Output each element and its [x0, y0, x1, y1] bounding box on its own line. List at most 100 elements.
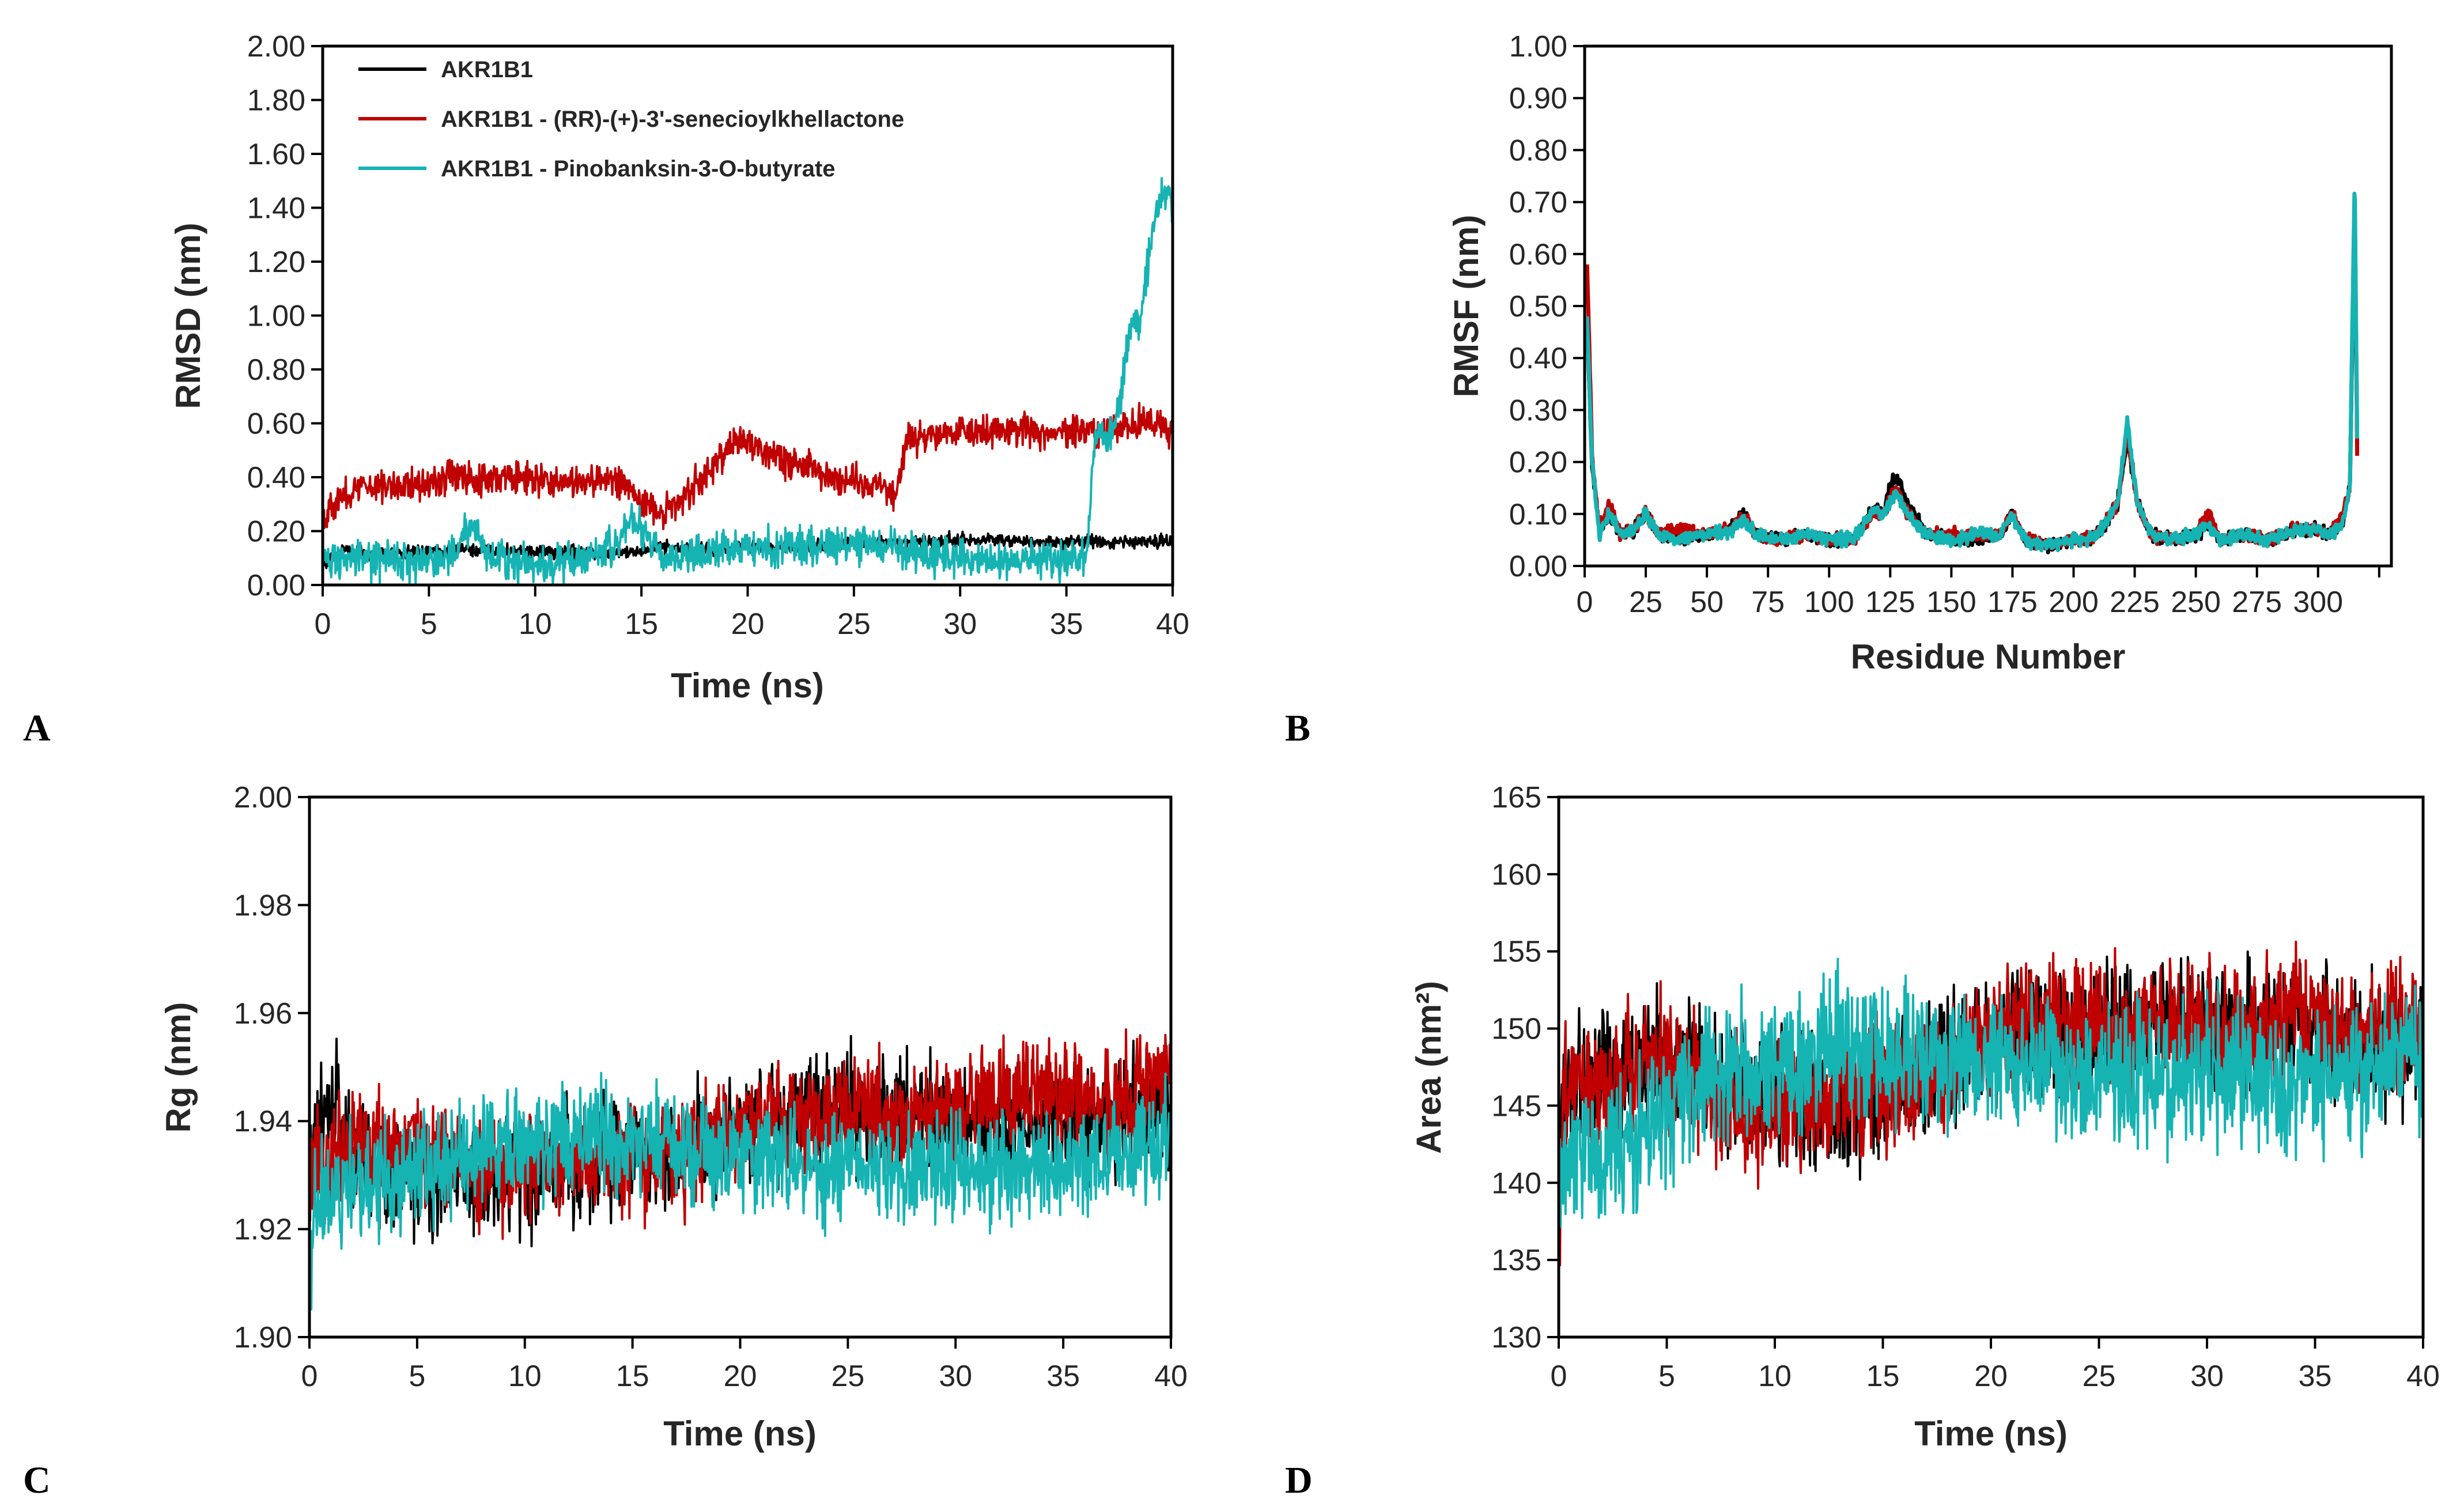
panel-d-series-layer	[1559, 941, 2423, 1267]
panel-b-y-axis-title: RMSF (nm)	[1447, 215, 1486, 398]
x-tick-label: 20	[1974, 1360, 2008, 1393]
x-tick-label: 175	[1987, 586, 2038, 619]
y-tick-label: 150	[1491, 1013, 1541, 1046]
y-tick-label: 0.40	[247, 461, 305, 494]
y-tick-label: 0.80	[1509, 134, 1567, 167]
x-tick-label: 40	[1154, 1360, 1188, 1393]
y-tick-label: 0.20	[1509, 446, 1567, 480]
x-tick-label: 125	[1865, 586, 1915, 619]
y-tick-label: 1.92	[234, 1213, 292, 1247]
y-tick-label: 130	[1491, 1321, 1541, 1354]
x-tick-label: 20	[724, 1360, 757, 1393]
panel-b-x-axis-title: Residue Number	[1851, 637, 2126, 676]
x-tick-label: 0	[1577, 586, 1593, 619]
x-tick-label: 0	[1551, 1360, 1567, 1393]
panel-c-x-axis-title: Time (ns)	[663, 1414, 817, 1453]
x-tick-label: 75	[1751, 586, 1785, 619]
y-tick-label: 0.30	[1509, 394, 1567, 427]
panel-b: 0.00 0.10 0.20 0.30 0.40 0.50 0.60 0.70 0.80 0.90…	[1285, 30, 2393, 749]
x-tick-label: 15	[625, 607, 658, 641]
series-line-senecioylkhellactone	[323, 402, 1173, 530]
panel-a-letter: A	[23, 707, 51, 749]
y-tick-label: 140	[1491, 1167, 1541, 1200]
x-tick-label: 150	[1926, 586, 1977, 619]
series-line-senecioylkhellactone	[1585, 212, 2360, 551]
x-tick-label: 35	[2299, 1360, 2332, 1393]
y-tick-label: 0.60	[247, 407, 305, 441]
y-tick-label: 1.00	[247, 300, 305, 333]
y-tick-label: 1.98	[234, 889, 292, 922]
y-tick-label: 1.94	[234, 1105, 292, 1138]
panel-d-x-axis-title: Time (ns)	[1914, 1414, 2068, 1453]
y-tick-label: 1.00	[1509, 30, 1567, 63]
x-tick-label: 100	[1804, 586, 1854, 619]
x-tick-label: 30	[939, 1360, 972, 1393]
panel-a-ticks: 0.00 0.20 0.40 0.60 0.80 1.00 1.20 1.40 1.60 1.80…	[247, 30, 1189, 641]
y-tick-label: 0.10	[1509, 498, 1567, 531]
panel-c-y-axis-title: Rg (nm)	[159, 1002, 198, 1133]
x-tick-label: 35	[1046, 1360, 1080, 1393]
x-tick-label: 0	[301, 1360, 318, 1393]
x-tick-label: 15	[1866, 1360, 1900, 1393]
x-tick-label: 40	[1156, 607, 1189, 641]
x-tick-label: 30	[2190, 1360, 2224, 1393]
x-tick-label: 20	[731, 607, 765, 641]
y-tick-label: 0.00	[1509, 550, 1567, 583]
y-tick-label: 0.50	[1509, 290, 1567, 323]
x-tick-label: 275	[2232, 586, 2282, 619]
panel-d-ticks: 130 135 140 145 150 155 160 165 0 5 10 15 20 25 30 35 40	[1491, 781, 2440, 1393]
series-line-pinobanksin	[309, 1071, 1171, 1327]
x-tick-label: 35	[1050, 607, 1083, 641]
panel-d: 130 135 140 145 150 155 160 165 0 5 10 15 20 25 30 35 40…	[1285, 781, 2440, 1501]
panel-a: 0.00 0.20 0.40 0.60 0.80 1.00 1.20 1.40 1.60 1.80…	[23, 30, 1189, 749]
y-tick-label: 1.96	[234, 997, 292, 1030]
x-tick-label: 200	[2049, 586, 2099, 619]
y-tick-label: 0.90	[1509, 82, 1567, 115]
x-tick-label: 25	[837, 607, 871, 641]
y-tick-label: 0.60	[1509, 238, 1567, 271]
y-tick-label: 1.80	[247, 84, 305, 118]
series-line-pinobanksin	[1559, 957, 2423, 1228]
y-tick-label: 155	[1491, 935, 1541, 969]
y-tick-label: 165	[1491, 781, 1541, 814]
y-tick-label: 0.40	[1509, 342, 1567, 375]
x-tick-label: 15	[616, 1360, 649, 1393]
y-tick-label: 2.00	[234, 781, 292, 814]
panel-d-y-axis-title: Area (nm²)	[1409, 981, 1448, 1154]
panel-c-letter: C	[23, 1459, 51, 1501]
panel-c-series-layer	[309, 1028, 1171, 1327]
panel-c-ticks: 1.90 1.92 1.94 1.96 1.98 2.00 0 5 10 15 20 25 30 35 40	[234, 781, 1188, 1393]
legend-label-akr1b1: AKR1B1	[441, 57, 533, 82]
y-tick-label: 1.20	[247, 246, 305, 279]
x-tick-label: 250	[2171, 586, 2221, 619]
x-tick-label: 30	[943, 607, 977, 641]
y-tick-label: 2.00	[247, 30, 305, 63]
legend-label-pinobanksin: AKR1B1 - Pinobanksin-3-O-butyrate	[441, 156, 836, 182]
panel-a-x-axis-title: Time (ns)	[671, 666, 824, 705]
x-tick-label: 5	[1658, 1360, 1675, 1393]
panel-d-letter: D	[1285, 1459, 1313, 1501]
x-tick-label: 25	[2083, 1360, 2116, 1393]
panel-a-y-axis-title: RMSD (nm)	[169, 222, 207, 409]
y-tick-label: 1.40	[247, 192, 305, 225]
series-line-pinobanksin	[1585, 191, 2360, 553]
legend-label-senecioylkhellactone: AKR1B1 - (RR)-(+)-3'-senecioylkhellacton…	[441, 107, 904, 132]
x-tick-label: 40	[2406, 1360, 2440, 1393]
panel-b-ticks: 0.00 0.10 0.20 0.30 0.40 0.50 0.60 0.70 0.80 0.90…	[1509, 30, 2380, 619]
y-tick-label: 135	[1491, 1244, 1541, 1277]
panel-b-plot-frame	[1583, 44, 2393, 568]
x-tick-label: 225	[2110, 586, 2160, 619]
x-tick-label: 10	[508, 1360, 542, 1393]
x-tick-label: 300	[2293, 586, 2343, 619]
series-line-akr1b1	[1585, 214, 2360, 554]
panel-a-legend: AKR1B1 AKR1B1 - (RR)-(+)-3'-senecioylkhe…	[358, 57, 904, 182]
y-tick-label: 1.60	[247, 138, 305, 171]
panel-a-series-layer	[323, 177, 1173, 585]
x-tick-label: 25	[1629, 586, 1662, 619]
panel-c: 1.90 1.92 1.94 1.96 1.98 2.00 0 5 10 15 20 25 30 35 40…	[23, 781, 1188, 1501]
x-tick-label: 0	[315, 607, 331, 641]
y-tick-label: 160	[1491, 858, 1541, 892]
y-tick-label: 1.90	[234, 1321, 292, 1354]
y-tick-label: 145	[1491, 1089, 1541, 1123]
